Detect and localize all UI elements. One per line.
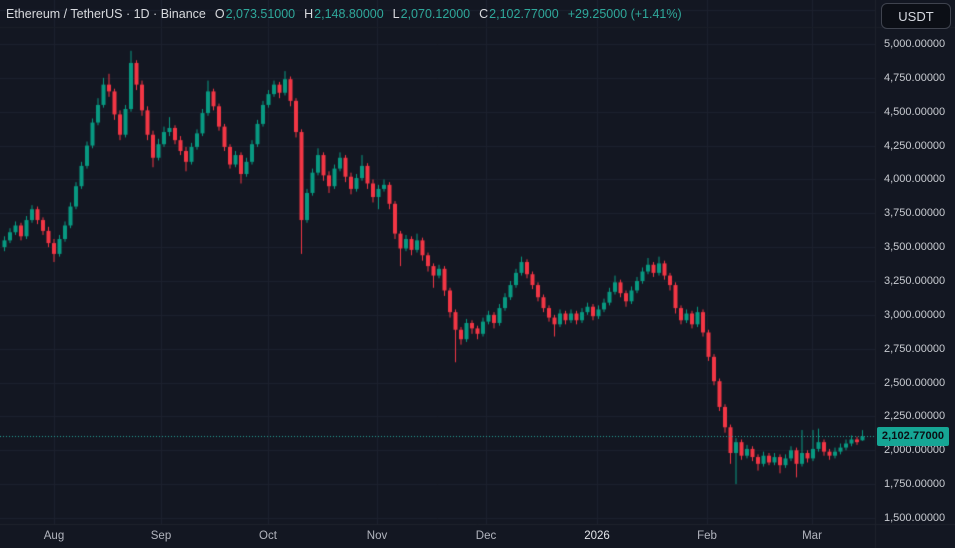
time-axis-label: Mar [802, 530, 822, 542]
symbol-title[interactable]: Ethereum / TetherUS · 1D · Binance [6, 7, 206, 21]
price-axis-label: 1,500.00000 [884, 512, 946, 524]
price-axis-label: 4,250.00000 [884, 139, 946, 152]
price-axis-label: 4,000.00000 [884, 173, 946, 186]
time-axis-label: Dec [475, 530, 497, 542]
price-axis-label: 2,750.00000 [884, 342, 946, 355]
time-axis-label: Nov [366, 530, 388, 542]
time-axis-label: Aug [43, 530, 65, 542]
currency-usdt-button[interactable]: USDT [881, 3, 951, 29]
time-axis-label: 2026 [584, 530, 610, 542]
price-axis-label: 2,000.00000 [884, 444, 946, 457]
price-axis[interactable]: 5,000.00000 4,750.00000 4,500.00000 4,250.0… [877, 0, 955, 524]
price-axis-label: 1,750.00000 [884, 478, 946, 491]
time-axis[interactable]: Aug Sep Oct Nov Dec 2026 Feb Mar [0, 525, 875, 548]
last-price-label: 2,102.77000 [877, 426, 949, 446]
time-axis-label: Feb [697, 530, 717, 542]
chart-legend: Ethereum / TetherUS · 1D · Binance O 2,07… [6, 7, 682, 21]
price-axis-label: 2,500.00000 [884, 376, 946, 389]
time-axis-label: Oct [259, 530, 277, 542]
price-axis-label: 3,000.00000 [884, 308, 946, 321]
price-axis-label: 3,500.00000 [884, 241, 946, 254]
low-value: L 2,070.12000 [392, 7, 471, 21]
change-value: +29.25000 (+1.41%) [567, 7, 682, 21]
time-axis-label: Sep [150, 530, 172, 542]
open-value: O 2,073.51000 [214, 7, 296, 21]
price-axis-label: 2,250.00000 [884, 410, 946, 423]
close-value: C 2,102.77000 [479, 7, 559, 21]
high-value: H 2,148.80000 [304, 7, 384, 21]
price-axis-label: 4,750.00000 [884, 71, 946, 84]
price-axis-label: 5,000.00000 [884, 38, 946, 50]
price-axis-label: 3,250.00000 [884, 275, 946, 287]
price-axis-label: 3,750.00000 [884, 207, 946, 220]
price-axis-label: 4,500.00000 [884, 105, 946, 118]
